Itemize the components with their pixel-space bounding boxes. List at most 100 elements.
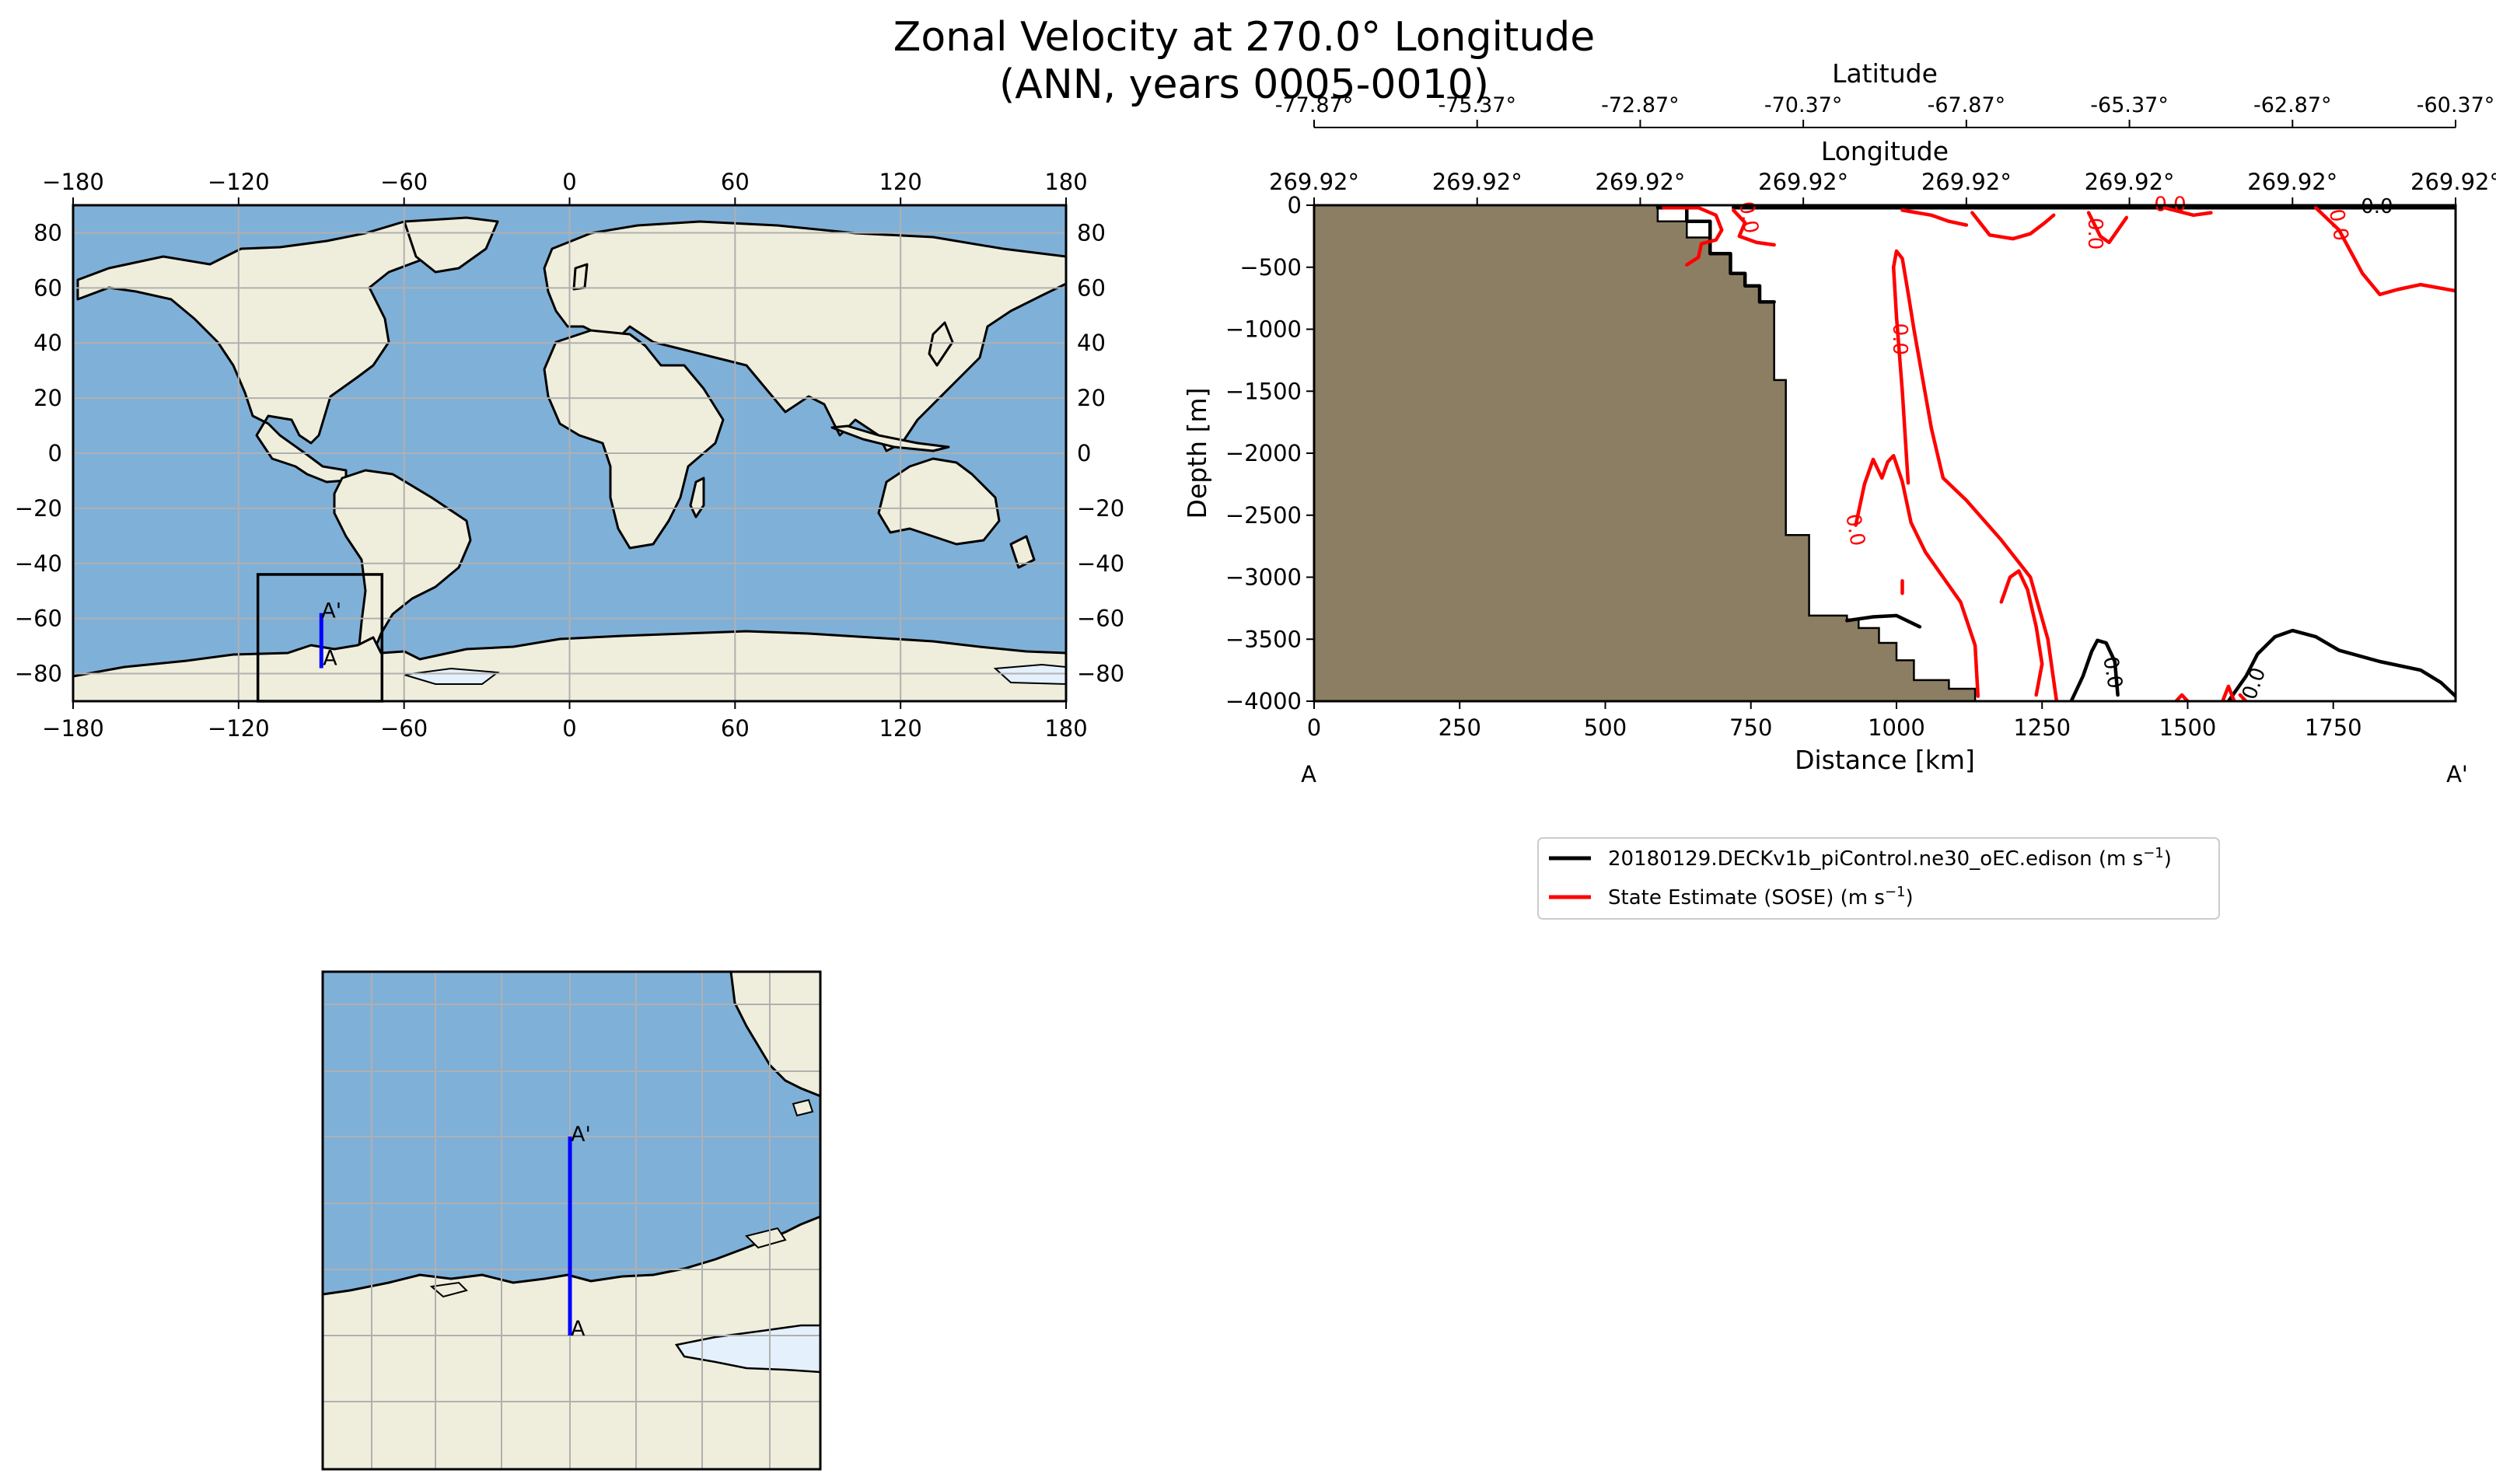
latitude-tick-label: -77.87° [1275, 93, 1354, 117]
obs-contour-line [2313, 205, 2456, 297]
model-contour-line [2226, 628, 2456, 701]
model-contour-line [1845, 613, 1922, 629]
global-map-right-lat-label: −60 [1077, 606, 1124, 632]
contour-lines [1655, 205, 2456, 701]
global-map-right-lat-label: −40 [1077, 550, 1124, 577]
global-map-right-lat-label: 20 [1077, 385, 1106, 411]
obs-contour-line [2162, 205, 2213, 218]
obs-contour-line [1891, 249, 2059, 701]
global-map-bottom-lon-label: 0 [562, 715, 576, 742]
global-map-bottom-lon-label: −60 [380, 715, 428, 742]
longitude-tick-label: 269.92° [1269, 169, 1359, 195]
obs-contour-line [2086, 211, 2129, 245]
inset-map-islands [429, 1098, 814, 1298]
y-tick-label: −4000 [1225, 688, 1302, 714]
longitude-axis-label: Longitude [1821, 136, 1949, 166]
legend-label-obs: State Estimate (SOSE) (m s−1) [1608, 884, 1914, 910]
x-tick-label: 250 [1439, 714, 1481, 741]
x-tick-label: 1500 [2159, 714, 2217, 741]
y-tick-label: 0 [1288, 192, 1302, 218]
global-map-right-lat-label: 80 [1077, 219, 1106, 246]
contour-label: 0.0 [1841, 512, 1869, 548]
x-tick-label: 1250 [2013, 714, 2071, 741]
model-contour-line [2069, 638, 2120, 701]
obs-contour-line [1854, 453, 1980, 698]
global-map-bottom-lon-label: −180 [42, 715, 104, 742]
global-map-left-lat-label: −20 [15, 495, 62, 522]
y-tick-label: −2000 [1225, 440, 1302, 466]
inset-map-ice [674, 1324, 820, 1374]
latitude-tick-label: -60.37° [2417, 93, 2495, 117]
figure-title-line1: Zonal Velocity at 270.0° Longitude [893, 14, 1596, 61]
obs-contour-line [1970, 211, 2056, 241]
global-map-bottom-lon-label: 60 [721, 715, 750, 742]
contour-label: 0.0 [2083, 218, 2106, 250]
global-map-left-lat-label: −80 [15, 661, 62, 687]
longitude-tick-label: 269.92° [2085, 169, 2175, 195]
global-map-ice [404, 663, 1066, 686]
global-map-top-lon-label: −180 [42, 169, 104, 195]
longitude-tick-label: 269.92° [1595, 169, 1685, 195]
global-map-left-lat-label: 80 [33, 219, 62, 246]
obs-contour-line [1662, 205, 1724, 267]
contour-label: 0.0 [2361, 195, 2393, 218]
global-map: −180 −180 −120 −120 −60 −60 0 0 60 60 120 120 180 180… [15, 169, 1124, 742]
global-map-right-lat-label: −20 [1077, 495, 1124, 522]
obs-contour-line [1999, 569, 2044, 697]
x-tick-label: 1750 [2305, 714, 2362, 741]
x-tick-label: 750 [1729, 714, 1772, 741]
latitude-tick-label: -72.87° [1601, 93, 1680, 117]
section-start-label: A [1301, 761, 1316, 787]
global-map-top-lon-label: −60 [380, 169, 428, 195]
global-map-top-lon-label: 120 [879, 169, 921, 195]
legend-label-model: 20180129.DECKv1b_piControl.ne30_oEC.edis… [1608, 845, 2172, 871]
x-tick-label: 1000 [1868, 714, 1925, 741]
y-axis-label: Depth [m] [1182, 388, 1212, 519]
inset-transect-end-label: A' [571, 1123, 591, 1147]
latitude-axis: -77.87° -75.37° -72.87° -70.37° -67.87° -65.3… [1275, 93, 2495, 128]
global-map-ticks: −180 −180 −120 −120 −60 −60 0 0 60 60 120 120 180 180… [15, 169, 1124, 742]
inset-map: A' A [321, 970, 822, 1471]
global-map-top-lon-label: 60 [721, 169, 750, 195]
contour-label: 0.0 [1888, 323, 1911, 355]
y-tick-label: −500 [1239, 254, 1302, 281]
global-map-left-lat-label: 60 [33, 274, 62, 301]
global-map-left-lat-label: −60 [15, 606, 62, 632]
latitude-tick-label: -67.87° [1928, 93, 2006, 117]
y-tick-label: −1500 [1225, 378, 1302, 404]
global-map-bottom-lon-label: −120 [208, 715, 270, 742]
global-map-right-lat-label: 60 [1077, 274, 1106, 301]
figure-title-line2: (ANN, years 0005-0010) [999, 61, 1489, 108]
latitude-tick-label: -65.37° [2090, 93, 2169, 117]
latitude-tick-label: -62.87° [2253, 93, 2332, 117]
contour-label: 0.0 [2098, 655, 2127, 690]
global-transect-end-label: A' [321, 599, 341, 623]
x-tick-label: 0 [1307, 714, 1321, 741]
global-transect-start-label: A [323, 646, 337, 670]
obs-contour-line [2174, 693, 2190, 701]
latitude-axis-label: Latitude [1832, 58, 1938, 89]
y-tick-label: −2500 [1225, 502, 1302, 529]
longitude-tick-label: 269.92° [1921, 169, 2012, 195]
longitude-tick-label: 269.92° [1432, 169, 1522, 195]
y-tick-label: −3500 [1225, 626, 1302, 652]
global-map-left-lat-label: −40 [15, 550, 62, 577]
global-map-top-lon-label: 180 [1044, 169, 1087, 195]
y-tick-label: −3000 [1225, 564, 1302, 591]
global-map-right-lat-label: −80 [1077, 661, 1124, 687]
model-contour-line [1655, 205, 1776, 304]
legend-box [1537, 837, 2220, 920]
global-map-left-lat-label: 20 [33, 385, 62, 411]
obs-contour-line [1900, 208, 1969, 227]
global-map-top-lon-label: 0 [562, 169, 576, 195]
inset-transect-start-label: A [571, 1317, 586, 1341]
obs-contour-line [2221, 684, 2236, 701]
longitude-axis: 269.92° 269.92° 269.92° 269.92° 269.92° 269.9… [1269, 169, 2496, 206]
global-map-gridlines [73, 205, 1066, 701]
global-map-right-lat-label: 40 [1077, 330, 1106, 356]
section-end-label: A' [2446, 761, 2468, 787]
legend: 20180129.DECKv1b_piControl.ne30_oEC.edis… [1537, 837, 2220, 920]
x-tick-label: 500 [1584, 714, 1627, 741]
longitude-tick-label: 269.92° [2410, 169, 2496, 195]
global-map-bottom-lon-label: 120 [879, 715, 921, 742]
